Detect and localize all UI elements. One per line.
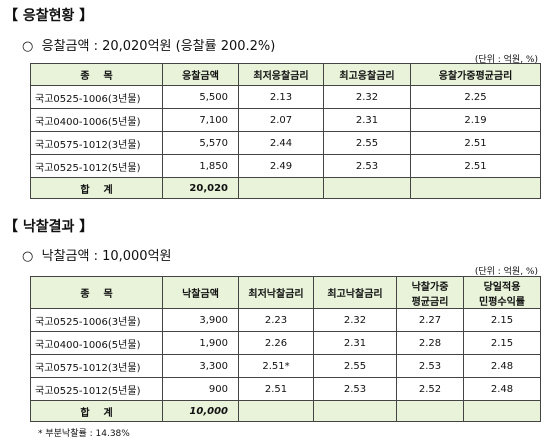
data-row: 국고0525-1012(5년물) 1,850 2.49 2.53 2.51 (30, 154, 541, 178)
empty-cell (323, 177, 411, 199)
cell: 2.15 (463, 308, 541, 332)
cell: 2.51* (238, 354, 314, 378)
header-line: 최고낙찰금리 (327, 289, 383, 300)
empty-cell (410, 177, 541, 199)
total-cell: 합 계 (30, 400, 163, 422)
cell: 국고0525-1012(5년물) (30, 377, 163, 401)
cell: 2.26 (238, 331, 314, 355)
cell: 7,100 (162, 108, 239, 132)
header-line: 최저낙찰금리 (248, 289, 304, 300)
cell: 2.48 (463, 354, 541, 378)
cell: 국고0575-1012(3년물) (30, 131, 163, 155)
data-row: 국고0525-1006(3년물) 5,500 2.13 2.32 2.25 (30, 85, 541, 109)
footnote: * 부분낙찰률 : 14.38% (38, 429, 130, 439)
cell: 2.15 (463, 331, 541, 355)
cell: 2.53 (323, 154, 411, 178)
data-row: 국고0400-1006(5년물) 7,100 2.07 2.31 2.19 (30, 108, 541, 132)
cell: 2.28 (396, 331, 464, 355)
empty-cell (463, 400, 541, 422)
header-line: 당일적용 (483, 281, 521, 293)
cell: 2.31 (313, 331, 397, 355)
cell: 1,900 (162, 331, 239, 355)
header-cell: 종 목 (30, 276, 163, 309)
cell: 2.25 (410, 85, 541, 109)
empty-cell (238, 400, 314, 422)
total-cell: 10,000 (162, 400, 239, 422)
cell: 2.51 (410, 154, 541, 178)
cell: 2.53 (313, 377, 397, 401)
header-cell: 응찰금액 (162, 63, 239, 86)
cell: 1,850 (162, 154, 239, 178)
cell: 2.53 (396, 354, 464, 378)
cell: 2.51 (410, 131, 541, 155)
summary: ○ 응찰금액 : 20,020억원 (응찰률 200.2%) (22, 39, 276, 54)
section-title: 【 낙찰결과 】 (4, 219, 94, 235)
header-line: 낙찰금액 (182, 289, 219, 300)
empty-cell (238, 177, 324, 199)
header-cell: 낙찰금액 (162, 276, 239, 309)
cell: 3,900 (162, 308, 239, 332)
header-cell: 최고응찰금리 (323, 63, 411, 86)
section-title: 【 응찰현황 】 (4, 8, 94, 24)
header-line: 낙찰가중 (411, 281, 449, 293)
unit-note: (단위 : 억원, %) (474, 267, 538, 277)
cell: 국고0525-1012(5년물) (30, 154, 163, 178)
cell: 2.19 (410, 108, 541, 132)
data-row: 국고0575-1012(3년물) 3,300 2.51* 2.55 2.53 2.48 (30, 354, 541, 378)
cell: 2.52 (396, 377, 464, 401)
cell: 국고0400-1006(5년물) (30, 331, 163, 355)
unit-note: (단위 : 억원, %) (474, 55, 538, 65)
header-line: 민평수익률 (479, 296, 525, 308)
header-row: 종 목 낙찰금액 최저낙찰금리 최고낙찰금리 낙찰가중 평균금리 당일적용 민평수익률 (30, 276, 541, 309)
summary: ○ 낙찰금액 : 10,000억원 (22, 249, 172, 264)
cell: 2.44 (238, 131, 324, 155)
cell: 국고0525-1006(3년물) (30, 85, 163, 109)
bid-table: 종 목 응찰금액 최저응찰금리 최고응찰금리 응찰가중평균금리 국고0525-1006(3… (30, 63, 541, 199)
cell: 2.32 (323, 85, 411, 109)
cell: 2.07 (238, 108, 324, 132)
total-row: 합 계 10,000 (30, 400, 541, 422)
cell: 5,500 (162, 85, 239, 109)
cell: 900 (162, 377, 239, 401)
data-row: 국고0525-1006(3년물) 3,900 2.23 2.32 2.27 2.15 (30, 308, 541, 332)
header-line: 평균금리 (411, 296, 449, 308)
cell: 국고0575-1012(3년물) (30, 354, 163, 378)
cell: 2.48 (463, 377, 541, 401)
cell: 2.55 (323, 131, 411, 155)
cell: 2.55 (313, 354, 397, 378)
cell: 국고0400-1006(5년물) (30, 108, 163, 132)
header-cell: 종 목 (30, 63, 163, 86)
cell: 2.49 (238, 154, 324, 178)
header-line: 종 목 (80, 289, 113, 300)
data-row: 국고0575-1012(3년물) 5,570 2.44 2.55 2.51 (30, 131, 541, 155)
header-cell: 최고낙찰금리 (313, 276, 397, 309)
cell: 국고0525-1006(3년물) (30, 308, 163, 332)
result-table: 종 목 낙찰금액 최저낙찰금리 최고낙찰금리 낙찰가중 평균금리 당일적용 민평수익률 국고05… (30, 276, 541, 422)
cell: 2.23 (238, 308, 314, 332)
cell: 2.51 (238, 377, 314, 401)
data-row: 국고0525-1012(5년물) 900 2.51 2.53 2.52 2.48 (30, 377, 541, 401)
empty-cell (313, 400, 397, 422)
cell: 2.27 (396, 308, 464, 332)
header-cell: 최저응찰금리 (238, 63, 324, 86)
cell: 5,570 (162, 131, 239, 155)
header-cell: 응찰가중평균금리 (410, 63, 541, 86)
header-cell: 최저낙찰금리 (238, 276, 314, 309)
data-row: 국고0400-1006(5년물) 1,900 2.26 2.31 2.28 2.15 (30, 331, 541, 355)
total-cell: 20,020 (162, 177, 239, 199)
header-row: 종 목 응찰금액 최저응찰금리 최고응찰금리 응찰가중평균금리 (30, 63, 541, 86)
cell: 2.31 (323, 108, 411, 132)
total-row: 합 계 20,020 (30, 177, 541, 199)
cell: 2.13 (238, 85, 324, 109)
total-cell: 합 계 (30, 177, 163, 199)
cell: 3,300 (162, 354, 239, 378)
cell: 2.32 (313, 308, 397, 332)
empty-cell (396, 400, 464, 422)
